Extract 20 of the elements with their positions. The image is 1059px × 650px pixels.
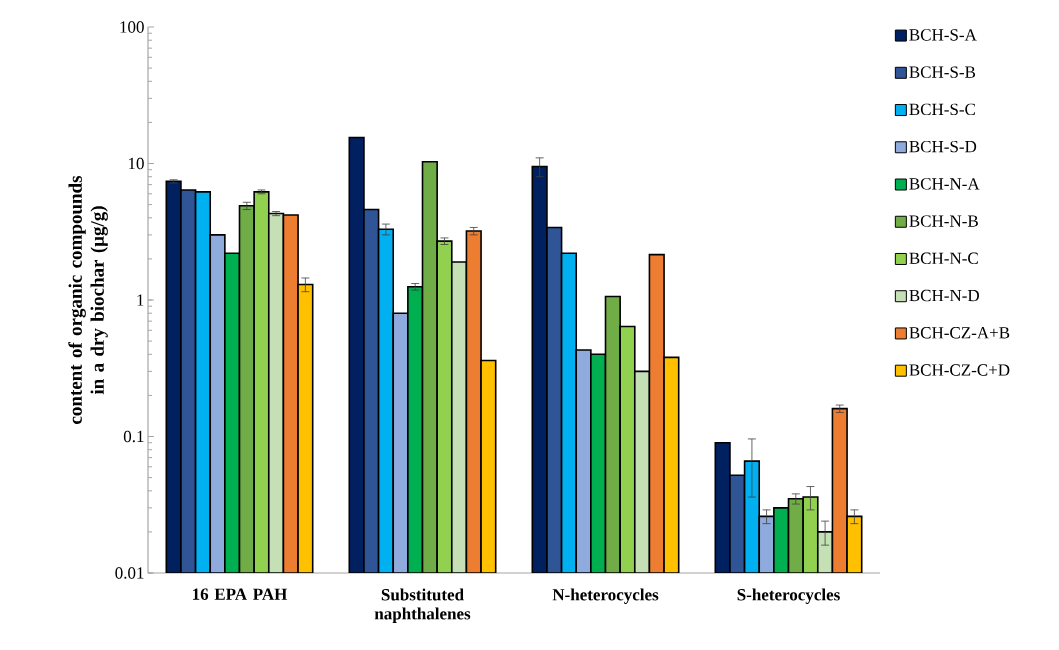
x-tick-label: S-heterocycles [737, 588, 840, 604]
legend-label: BCH-S-B [909, 66, 976, 78]
y-tick-label: 0.1 [123, 430, 144, 443]
y-tick-label: 100 [120, 21, 144, 33]
legend-label: BCH-S-C [909, 103, 975, 116]
legend-label: BCH-N-B [909, 215, 978, 227]
x-tick-label: Substituted naphthalenes [374, 588, 471, 623]
y-axis-title: content of organic compounds in a dry biochar (μg/g) [68, 175, 108, 424]
legend-label: BCH-CZ-A+B [909, 327, 1010, 339]
legend-label: BCH-N-A [909, 178, 980, 190]
legend-label: BCH-S-D [909, 140, 977, 153]
y-tick-label: 10 [128, 157, 144, 170]
y-tick-label: 0.01 [115, 567, 144, 579]
legend-label: BCH-S-A [909, 29, 977, 41]
x-tick-label: N-heterocycles [552, 588, 659, 604]
y-tick-label: 1 [137, 294, 144, 306]
legend-label: BCH-N-D [909, 289, 979, 302]
legend-label: BCH-CZ-C+D [909, 364, 1010, 376]
legend-label: BCH-N-C [909, 252, 978, 265]
x-tick-label: 16 EPA PAH [193, 588, 288, 600]
